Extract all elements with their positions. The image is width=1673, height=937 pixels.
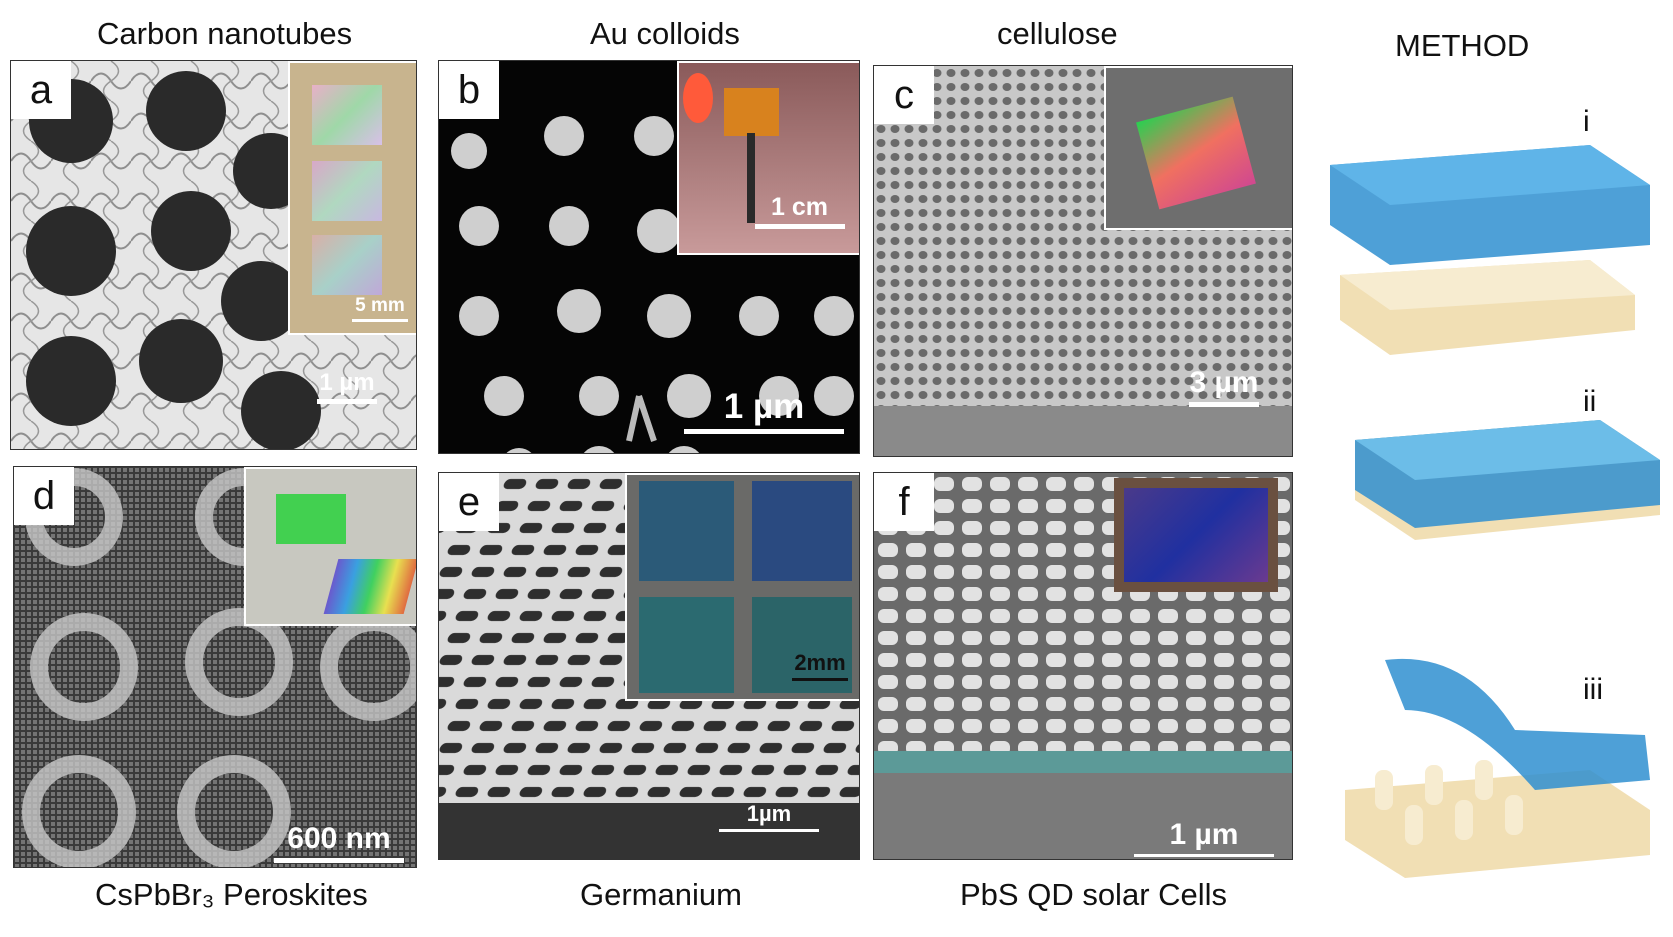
red-light-spot	[683, 73, 713, 123]
solar-cell-substrate	[1124, 488, 1268, 582]
panel-b-scale-bar: 1 µm	[679, 387, 849, 434]
panel-e-inset-scale: 2mm	[787, 650, 853, 681]
method-step-i-label: i	[1583, 105, 1590, 138]
ge-pad-4	[752, 597, 852, 693]
panel-c-scale-bar: 3 µm	[1179, 366, 1269, 407]
gold-sample-square	[724, 88, 779, 136]
ge-pad-2	[752, 481, 852, 581]
panel-b-sem: b 1 cm 1 µm	[438, 60, 860, 454]
method-step-i-diagram	[1330, 145, 1650, 355]
panel-a-inset-scale: 5 mm	[348, 295, 412, 322]
panel-f-letter: f	[874, 473, 934, 531]
title-perovskites: CsPbBr₃ Peroskites	[95, 877, 368, 912]
panel-d-scale-bar: 600 nm	[269, 822, 409, 863]
panel-d-inset-photo	[244, 467, 416, 626]
panel-a-sem: a 5 mm 1 µm	[10, 60, 417, 450]
panel-d-sem: d 600 nm	[13, 466, 417, 868]
iridescent-film	[1136, 96, 1256, 210]
au-colloid-sem-image	[451, 116, 854, 453]
title-au-colloids: Au colloids	[590, 16, 740, 51]
panel-c-inset-photo	[1104, 66, 1292, 230]
title-method: METHOD	[1395, 28, 1530, 63]
panel-e-letter: e	[439, 473, 499, 531]
tweezer-tip	[747, 133, 755, 223]
method-step-ii-diagram	[1355, 420, 1660, 540]
panel-e-sem: e 2mm 1µm	[438, 472, 860, 860]
ge-pad-3	[639, 597, 734, 693]
device-square-3	[312, 235, 382, 295]
panel-b-inset-scale: 1 cm	[747, 193, 852, 229]
green-emitting-device	[276, 494, 346, 544]
panel-c-letter: c	[874, 66, 934, 124]
device-square-1	[312, 85, 382, 145]
panel-a-letter: a	[11, 61, 71, 119]
panel-b-inset-photo: 1 cm	[677, 61, 859, 255]
panel-d-letter: d	[14, 467, 74, 525]
title-carbon-nanotubes: Carbon nanotubes	[97, 16, 353, 51]
panel-f-scale-bar: 1 µm	[1134, 818, 1274, 857]
method-step-iii-diagram	[1345, 658, 1650, 878]
rainbow-reflection	[323, 559, 416, 614]
device-square-2	[312, 161, 382, 221]
panel-a-inset-photo: 5 mm	[288, 61, 416, 335]
panel-c-sem: c 3 µm	[873, 65, 1293, 457]
panel-e-inset-photo: 2mm	[625, 473, 859, 701]
title-cellulose: cellulose	[997, 16, 1118, 51]
title-germanium: Germanium	[580, 877, 742, 912]
panel-f-inset-photo	[1114, 478, 1278, 592]
ge-pad-1	[639, 481, 734, 581]
title-pbs-solar-cells: PbS QD solar Cells	[960, 877, 1228, 912]
panel-a-scale-bar: 1 µm	[307, 369, 387, 404]
panel-f-sem: f 1 µm	[873, 472, 1293, 860]
method-step-iii-label: iii	[1583, 673, 1603, 706]
panel-e-scale-bar: 1µm	[709, 801, 829, 832]
panel-b-letter: b	[439, 61, 499, 119]
method-step-ii-label: ii	[1583, 385, 1597, 418]
